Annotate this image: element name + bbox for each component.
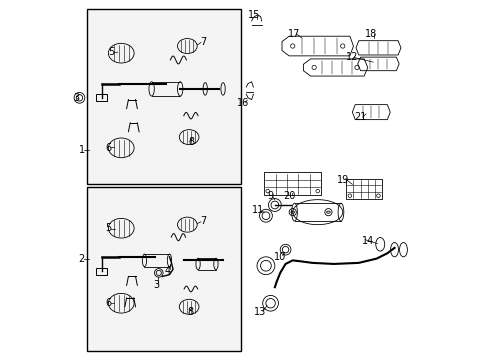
Text: 14: 14 xyxy=(361,236,373,246)
Text: 21: 21 xyxy=(354,112,366,122)
Text: 7: 7 xyxy=(200,37,206,47)
Text: 5: 5 xyxy=(105,223,112,233)
Text: 6: 6 xyxy=(105,143,111,153)
Text: 18: 18 xyxy=(365,28,377,39)
Text: 20: 20 xyxy=(283,191,295,201)
Text: 17: 17 xyxy=(288,28,300,39)
Text: 7: 7 xyxy=(200,216,206,226)
Text: 19: 19 xyxy=(336,175,348,185)
Text: 2: 2 xyxy=(78,253,84,264)
FancyBboxPatch shape xyxy=(87,187,241,351)
Text: 1: 1 xyxy=(79,145,84,155)
Text: 3: 3 xyxy=(73,93,79,103)
Text: 16: 16 xyxy=(236,98,248,108)
FancyBboxPatch shape xyxy=(87,9,241,184)
Text: 9: 9 xyxy=(266,191,273,201)
Bar xyxy=(96,267,107,275)
Text: 6: 6 xyxy=(105,298,111,308)
Text: 10: 10 xyxy=(274,252,286,262)
Text: 5: 5 xyxy=(108,48,115,58)
Text: 15: 15 xyxy=(248,10,260,19)
Text: 8: 8 xyxy=(187,307,194,317)
Bar xyxy=(96,94,107,102)
Text: 12: 12 xyxy=(345,52,357,62)
Text: 3: 3 xyxy=(153,280,159,291)
Text: 8: 8 xyxy=(188,138,194,148)
Text: 4: 4 xyxy=(164,266,170,276)
Text: 13: 13 xyxy=(254,307,266,317)
Text: 11: 11 xyxy=(251,205,264,215)
